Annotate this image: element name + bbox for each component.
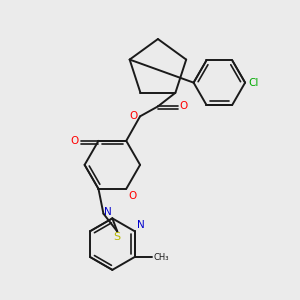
Text: O: O — [130, 111, 138, 121]
Text: O: O — [70, 136, 79, 146]
Text: Cl: Cl — [248, 78, 259, 88]
Text: N: N — [136, 220, 144, 230]
Text: N: N — [103, 207, 111, 218]
Text: O: O — [128, 191, 136, 201]
Text: O: O — [180, 101, 188, 111]
Text: S: S — [114, 232, 121, 242]
Text: CH₃: CH₃ — [154, 253, 169, 262]
